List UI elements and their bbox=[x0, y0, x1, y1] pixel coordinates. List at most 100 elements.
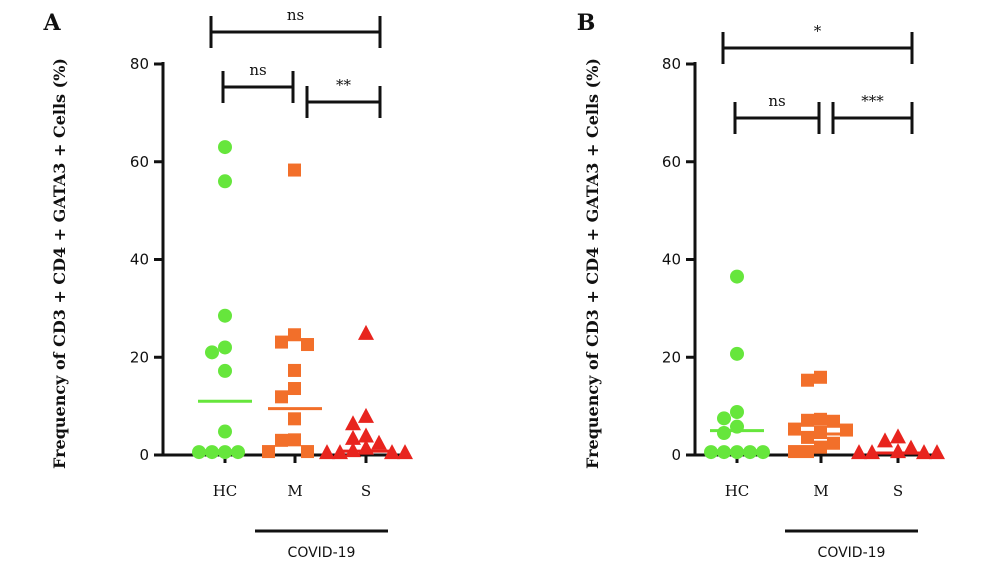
data-point bbox=[827, 436, 840, 450]
y-tick-label: 20 bbox=[130, 348, 149, 366]
y-tick-label: 40 bbox=[130, 251, 149, 269]
data-point bbox=[717, 445, 731, 460]
series-hc bbox=[192, 140, 252, 460]
x-tick-label: M bbox=[813, 482, 828, 500]
data-point bbox=[756, 445, 770, 460]
x-tick-label: M bbox=[287, 482, 302, 500]
data-point bbox=[205, 345, 219, 360]
data-point bbox=[288, 412, 301, 426]
data-point bbox=[231, 445, 245, 460]
data-point bbox=[218, 340, 232, 355]
significance-bracket: ns bbox=[221, 61, 295, 103]
data-point bbox=[801, 445, 814, 459]
y-tick-label: 60 bbox=[662, 153, 681, 171]
series-hc bbox=[704, 269, 770, 460]
y-axis-label: Frequency of CD3 + CD4 + GATA3 + Cells (… bbox=[50, 58, 69, 469]
data-point bbox=[730, 404, 744, 419]
data-point bbox=[801, 413, 814, 427]
data-point bbox=[275, 390, 288, 404]
series-m bbox=[262, 163, 322, 459]
data-point bbox=[288, 433, 301, 447]
data-point bbox=[814, 370, 827, 384]
data-point bbox=[788, 445, 801, 459]
series-s bbox=[851, 428, 945, 460]
data-point bbox=[262, 445, 275, 459]
data-point bbox=[275, 433, 288, 447]
data-point bbox=[851, 444, 867, 460]
series-s bbox=[319, 324, 413, 460]
y-tick-label: 0 bbox=[671, 446, 681, 464]
series-m bbox=[788, 370, 853, 459]
group-label: COVID-19 bbox=[818, 545, 886, 561]
significance-bracket: * bbox=[721, 22, 914, 64]
data-point bbox=[218, 174, 232, 189]
data-point bbox=[319, 444, 335, 460]
y-tick-label: 80 bbox=[130, 55, 149, 73]
x-tick-label: HC bbox=[213, 482, 238, 500]
y-tick-label: 60 bbox=[130, 153, 149, 171]
significance-label: *** bbox=[861, 92, 884, 110]
data-point bbox=[730, 346, 744, 361]
x-tick-label: S bbox=[361, 482, 371, 500]
x-tick-label: S bbox=[893, 482, 903, 500]
data-point bbox=[743, 445, 757, 460]
data-point bbox=[218, 445, 232, 460]
panel-b: B Frequency of CD3 + CD4 + GATA3 + Cells … bbox=[577, 10, 945, 561]
data-point bbox=[929, 444, 945, 460]
significance-bracket: ** bbox=[305, 76, 382, 118]
data-point bbox=[288, 363, 301, 377]
y-tick-label: 40 bbox=[662, 251, 681, 269]
significance-label: ** bbox=[336, 76, 352, 94]
data-point bbox=[890, 428, 906, 444]
data-point bbox=[814, 412, 827, 426]
data-point bbox=[903, 439, 919, 455]
data-point bbox=[397, 444, 413, 460]
data-point bbox=[704, 445, 718, 460]
panel-label: B bbox=[577, 10, 596, 36]
data-point bbox=[288, 382, 301, 396]
significance-label: ns bbox=[287, 6, 304, 24]
significance-bracket: ns bbox=[209, 6, 382, 48]
data-point bbox=[301, 445, 314, 459]
significance-label: ns bbox=[768, 92, 785, 110]
data-point bbox=[218, 308, 232, 323]
data-point bbox=[730, 269, 744, 284]
data-point bbox=[877, 432, 893, 448]
panel-a: A Frequency of CD3 + CD4 + GATA3 + Cells … bbox=[42, 6, 413, 561]
significance-bracket: *** bbox=[831, 92, 914, 134]
panel-label: A bbox=[42, 10, 61, 36]
data-point bbox=[192, 445, 206, 460]
data-point bbox=[345, 429, 361, 445]
group-label: COVID-19 bbox=[288, 545, 356, 561]
data-point bbox=[358, 324, 374, 340]
data-point bbox=[358, 427, 374, 443]
y-axis-label: Frequency of CD3 + CD4 + GATA3 + Cells (… bbox=[583, 58, 602, 469]
data-point bbox=[288, 163, 301, 177]
data-point bbox=[205, 445, 219, 460]
data-point bbox=[345, 415, 361, 431]
data-point bbox=[801, 373, 814, 387]
y-tick-label: 20 bbox=[662, 348, 681, 366]
data-point bbox=[358, 407, 374, 423]
data-point bbox=[218, 363, 232, 378]
data-point bbox=[730, 445, 744, 460]
data-point bbox=[288, 328, 301, 342]
significance-label: * bbox=[814, 22, 822, 40]
data-point bbox=[717, 426, 731, 441]
significance-bracket: ns bbox=[733, 92, 821, 134]
data-point bbox=[301, 338, 314, 352]
y-tick-label: 0 bbox=[139, 446, 149, 464]
y-tick-label: 80 bbox=[662, 55, 681, 73]
data-point bbox=[814, 440, 827, 454]
data-point bbox=[788, 422, 801, 436]
x-tick-label: HC bbox=[725, 482, 750, 500]
significance-label: ns bbox=[249, 61, 266, 79]
data-point bbox=[275, 335, 288, 349]
data-point bbox=[890, 443, 906, 459]
data-point bbox=[218, 140, 232, 155]
data-point bbox=[827, 414, 840, 428]
data-point bbox=[371, 434, 387, 450]
data-point bbox=[717, 411, 731, 426]
data-point bbox=[218, 424, 232, 439]
